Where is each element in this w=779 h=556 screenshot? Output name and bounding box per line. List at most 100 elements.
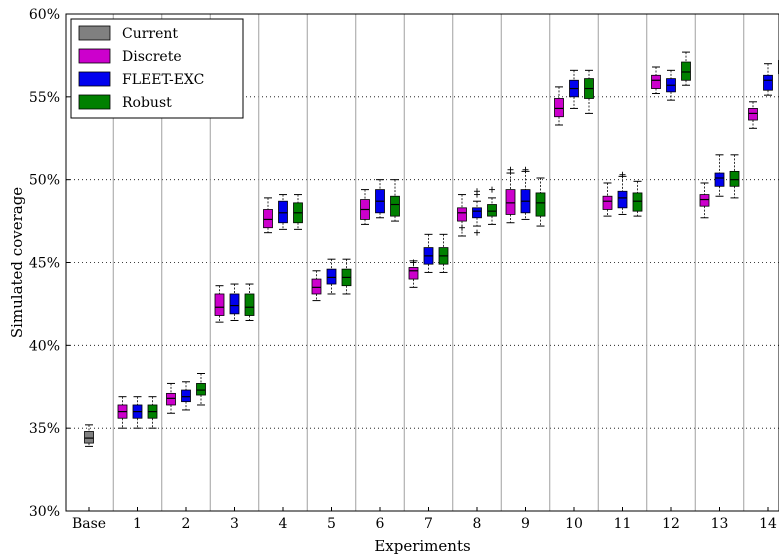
legend-swatch — [78, 94, 111, 110]
box-body — [505, 189, 516, 215]
box-robust-6 — [390, 179, 400, 222]
box-discrete-5 — [311, 270, 322, 302]
legend-label: Discrete — [122, 49, 182, 65]
box-body — [214, 293, 225, 316]
box-robust-12 — [681, 51, 691, 86]
box-discrete-2 — [166, 382, 176, 414]
box-body — [263, 209, 273, 229]
x-axis-label: Experiments — [374, 537, 470, 555]
box-body — [244, 293, 255, 316]
outlier-marker — [507, 166, 514, 173]
box-body — [196, 383, 206, 396]
box-discrete-3 — [214, 285, 225, 323]
outlier-markers — [410, 166, 626, 266]
box-body — [554, 98, 564, 118]
box-body — [681, 61, 691, 81]
y-tick-label: 35% — [29, 421, 60, 437]
x-tick-label: 9 — [521, 516, 530, 532]
y-tick-label: 60% — [29, 7, 60, 23]
box-robust-7 — [438, 233, 449, 273]
box-discrete-4 — [263, 197, 273, 234]
box-fleet-exc-3 — [229, 283, 240, 321]
box-body — [714, 172, 725, 187]
box-body — [472, 207, 482, 219]
box-robust-13 — [729, 154, 740, 199]
box-body — [748, 108, 758, 121]
box-robust-5 — [341, 258, 352, 295]
x-tick-label: 4 — [279, 516, 288, 532]
y-tick-label: 50% — [29, 173, 60, 189]
box-body — [602, 195, 613, 210]
box-discrete-9 — [505, 172, 516, 224]
x-tick-label: 13 — [711, 516, 729, 532]
box-body — [699, 194, 710, 207]
box-discrete-6 — [360, 189, 370, 225]
legend-label: FLEET-EXC — [122, 72, 204, 88]
legend-swatch — [78, 25, 111, 41]
outlier-marker — [522, 166, 529, 173]
legend-swatch — [78, 71, 111, 87]
x-tick-label: Base — [72, 516, 106, 532]
y-tick-label: 55% — [29, 90, 60, 106]
box-fleet-exc-8 — [472, 200, 482, 227]
y-axis-label: Simulated coverage — [8, 187, 26, 338]
x-tick-label: 1 — [133, 516, 142, 532]
box-fleet-exc-12 — [666, 69, 676, 101]
legend: Current Discrete FLEET-EXC Robust — [70, 18, 244, 119]
x-tick-label: 3 — [230, 516, 239, 532]
box-body — [617, 190, 628, 209]
box-body — [166, 392, 176, 406]
box-fleet-exc-1 — [132, 396, 143, 429]
box-discrete-13 — [699, 182, 710, 219]
box-body — [326, 268, 337, 285]
x-axis-ticks: Base 1 2 3 4 5 6 7 8 9 10 11 12 13 14 — [72, 507, 777, 532]
box-discrete-11 — [602, 182, 613, 217]
box-body — [84, 431, 94, 444]
box-robust-8 — [487, 197, 497, 225]
box-body — [457, 207, 467, 222]
x-tick-label: 5 — [327, 516, 336, 532]
outlier-marker — [489, 186, 495, 193]
outlier-marker — [619, 171, 626, 178]
box-discrete-12 — [651, 66, 661, 95]
box-robust-11 — [632, 180, 643, 217]
box-body — [390, 195, 400, 217]
box-fleet-exc-10 — [569, 69, 579, 109]
box-body — [632, 192, 643, 212]
box-robust-10 — [584, 69, 594, 114]
y-tick-label: 45% — [29, 256, 60, 272]
box-current-base — [84, 424, 94, 447]
legend-swatch — [78, 48, 111, 64]
x-tick-label: 11 — [614, 516, 632, 532]
outlier-marker — [459, 224, 465, 231]
x-tick-label: 6 — [376, 516, 385, 532]
box-robust-3 — [244, 283, 255, 321]
x-tick-label: 2 — [182, 516, 191, 532]
box-body — [535, 192, 546, 217]
box-fleet-exc-2 — [181, 381, 191, 411]
x-tick-label: 7 — [424, 516, 433, 532]
box-fleet-exc-9 — [520, 170, 531, 220]
box-fleet-exc-5 — [326, 258, 337, 295]
outlier-marker — [410, 259, 417, 266]
box-robust-2 — [196, 372, 206, 406]
x-tick-label: 10 — [565, 516, 583, 532]
x-tick-label: 14 — [759, 516, 777, 532]
outlier-marker — [474, 188, 480, 195]
box-robust-9 — [535, 177, 546, 227]
box-fleet-exc-11 — [617, 175, 628, 215]
x-tick-label: 8 — [473, 516, 482, 532]
box-discrete-10 — [554, 86, 564, 126]
y-tick-label: 40% — [29, 338, 60, 354]
box-robust-1 — [147, 396, 158, 429]
box-body — [408, 267, 419, 280]
box-body — [651, 74, 661, 89]
box-discrete-1 — [117, 396, 128, 429]
box-body — [763, 74, 773, 91]
box-fleet-exc-13 — [714, 154, 725, 197]
category-separators — [112, 14, 745, 511]
y-axis-ticks: 30% 35% 40% 45% 50% 55% 60% — [29, 7, 70, 520]
box-body — [487, 204, 497, 217]
box-fleet-exc-7 — [423, 233, 434, 273]
